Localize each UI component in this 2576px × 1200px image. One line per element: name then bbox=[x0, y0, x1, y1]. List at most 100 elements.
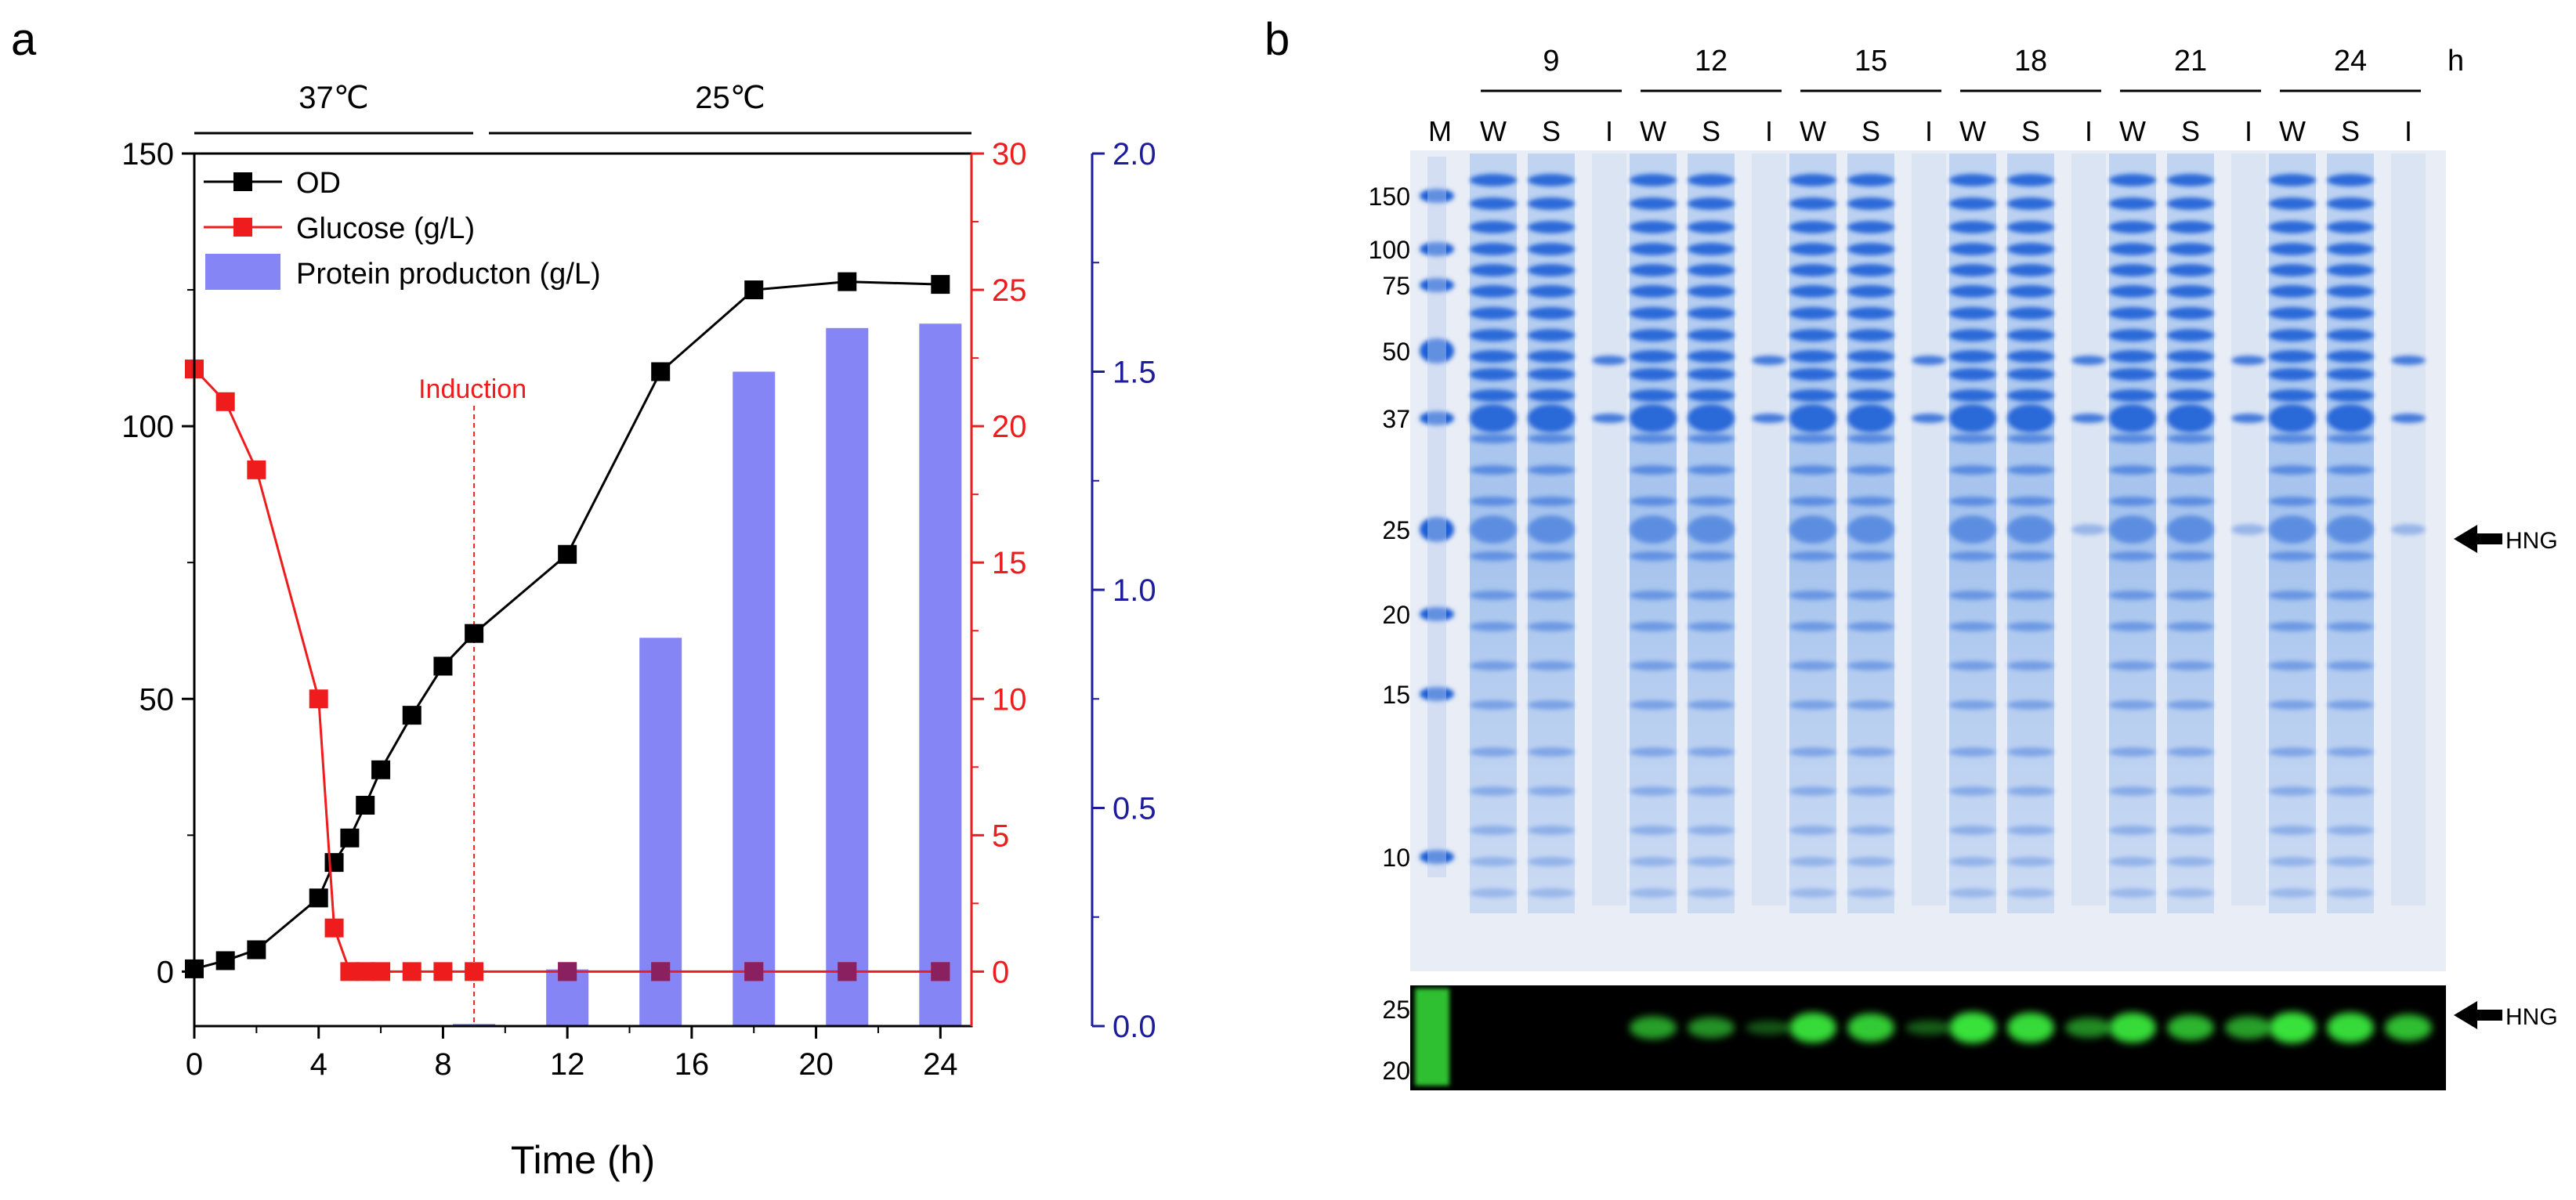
protein-band bbox=[2109, 434, 2156, 443]
protein-band bbox=[1949, 285, 1996, 298]
lane-label: I bbox=[2085, 115, 2093, 147]
y-axis-left: 0 50 100 150 bbox=[121, 137, 196, 1026]
protein-band bbox=[1847, 434, 1894, 443]
protein-band bbox=[1789, 243, 1836, 255]
protein-band bbox=[2109, 497, 2156, 506]
protein-band bbox=[1528, 243, 1575, 255]
protein-band bbox=[1528, 661, 1575, 670]
marker-band bbox=[1420, 278, 1454, 292]
protein-band bbox=[1789, 591, 1836, 600]
protein-band bbox=[2167, 465, 2214, 475]
od-point bbox=[215, 951, 235, 970]
protein-band bbox=[2109, 307, 2156, 320]
protein-band bbox=[1630, 622, 1677, 631]
y-left-tick-label: 0 bbox=[157, 955, 174, 989]
protein-band bbox=[2007, 786, 2054, 796]
protein-band bbox=[2269, 661, 2316, 670]
protein-band bbox=[1847, 404, 1894, 432]
protein-band bbox=[1528, 434, 1575, 443]
protein-band bbox=[1528, 700, 1575, 710]
protein-band bbox=[2109, 264, 2156, 277]
protein-band bbox=[1688, 786, 1735, 796]
protein-band bbox=[1847, 350, 1894, 363]
protein-band bbox=[1949, 591, 1996, 600]
protein-band bbox=[1949, 307, 1996, 320]
protein-band bbox=[1847, 497, 1894, 506]
protein-band bbox=[1688, 434, 1735, 443]
y-right-glucose-tick-label: 20 bbox=[992, 410, 1027, 444]
glucose-point bbox=[324, 918, 344, 938]
protein-band bbox=[1789, 197, 1836, 210]
marker-size-label: 25 bbox=[1382, 516, 1410, 544]
protein-band bbox=[2167, 350, 2214, 363]
protein-band bbox=[1847, 465, 1894, 475]
protein-band bbox=[2269, 888, 2316, 898]
protein-band bbox=[1847, 622, 1894, 631]
marker-band bbox=[1420, 338, 1454, 363]
protein-band bbox=[1789, 857, 1836, 866]
od-point bbox=[309, 888, 328, 908]
protein-band bbox=[1470, 350, 1517, 363]
western-blot-background bbox=[1410, 985, 2446, 1090]
od-point bbox=[402, 706, 421, 725]
lane-label: S bbox=[2341, 115, 2360, 147]
protein-band bbox=[1528, 197, 1575, 210]
protein-band bbox=[1789, 221, 1836, 233]
od-line bbox=[194, 280, 941, 970]
protein-band bbox=[1949, 264, 1996, 277]
legend-od-label: OD bbox=[296, 167, 341, 200]
protein-band bbox=[1847, 700, 1894, 710]
protein-band bbox=[2269, 307, 2316, 320]
protein-band bbox=[2109, 350, 2156, 363]
protein-band bbox=[1688, 497, 1735, 506]
protein-band bbox=[1949, 243, 1996, 255]
protein-band bbox=[1847, 786, 1894, 796]
y-right-glucose-tick-label: 15 bbox=[992, 546, 1027, 580]
protein-band bbox=[1949, 329, 1996, 342]
protein-band bbox=[2109, 404, 2156, 432]
protein-band bbox=[2007, 465, 2054, 475]
time-group-label: 18 bbox=[2014, 45, 2047, 78]
protein-band bbox=[2327, 197, 2374, 210]
x-tick-label: 4 bbox=[310, 1047, 327, 1082]
lane-label: W bbox=[1480, 115, 1507, 147]
protein-band bbox=[1630, 197, 1677, 210]
protein-band bbox=[2269, 434, 2316, 443]
legend-protein-swatch bbox=[205, 254, 280, 290]
marker-size-label: 20 bbox=[1382, 601, 1410, 629]
protein-band bbox=[1470, 465, 1517, 475]
protein-band bbox=[1688, 404, 1735, 432]
protein-band bbox=[1789, 700, 1836, 710]
protein-band bbox=[2269, 221, 2316, 233]
protein-band bbox=[2167, 197, 2214, 210]
protein-band bbox=[1688, 826, 1735, 835]
protein-band bbox=[1630, 786, 1677, 796]
x-tick-label: 16 bbox=[675, 1047, 710, 1082]
protein-band bbox=[2269, 591, 2316, 600]
protein-band bbox=[1949, 786, 1996, 796]
panel-a-label: a bbox=[11, 14, 37, 65]
protein-band bbox=[2269, 515, 2316, 544]
protein-band bbox=[2109, 329, 2156, 342]
y-right-glucose-tick-label: 25 bbox=[992, 273, 1027, 308]
protein-band bbox=[1470, 221, 1517, 233]
protein-band bbox=[1688, 700, 1735, 710]
protein-band bbox=[2109, 551, 2156, 561]
protein-band bbox=[2327, 221, 2374, 233]
protein-band bbox=[2109, 465, 2156, 475]
protein-band bbox=[2167, 747, 2214, 757]
insoluble-band bbox=[2391, 356, 2426, 365]
protein-band bbox=[2167, 497, 2214, 506]
protein-band bbox=[1847, 389, 1894, 402]
target-label-gel: HNG bbox=[2505, 528, 2558, 554]
protein-band bbox=[1847, 243, 1894, 255]
protein-band bbox=[2327, 350, 2374, 363]
protein-band bbox=[1949, 857, 1996, 866]
lane-label: S bbox=[2021, 115, 2040, 147]
protein-band bbox=[1688, 857, 1735, 866]
od-point bbox=[433, 656, 453, 676]
protein-band bbox=[1949, 197, 1996, 210]
protein-band bbox=[1528, 497, 1575, 506]
glucose-point bbox=[215, 392, 235, 411]
protein-band bbox=[1528, 888, 1575, 898]
